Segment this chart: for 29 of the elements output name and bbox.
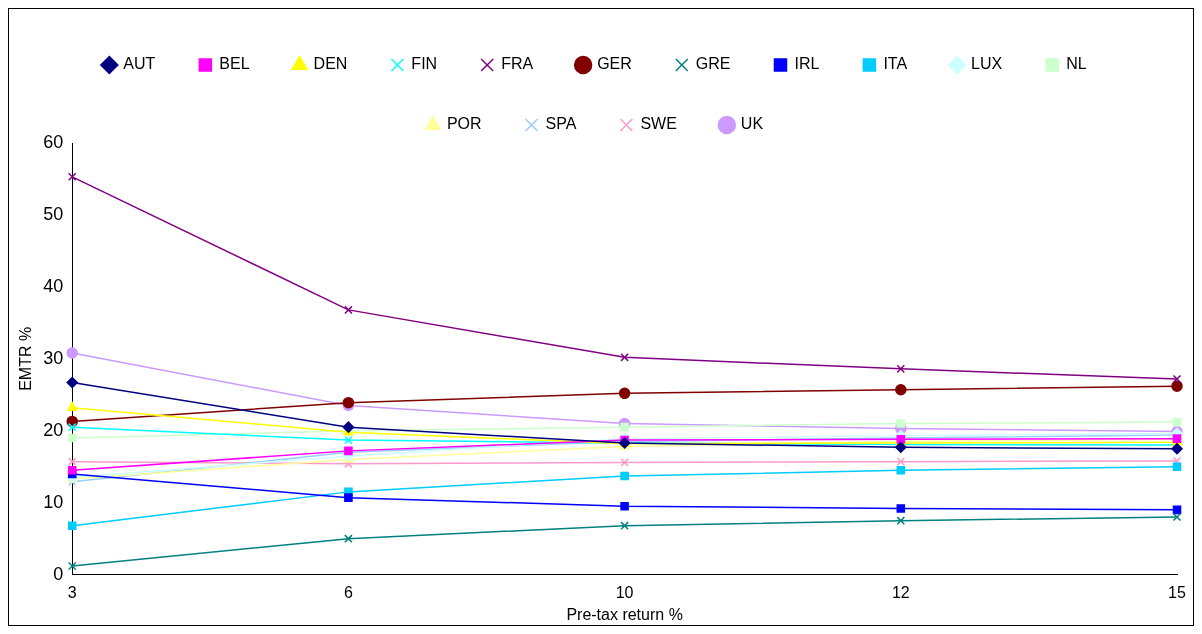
- x-axis-title: Pre-tax return %: [566, 605, 683, 623]
- x-tick-label: 15: [1168, 583, 1186, 601]
- legend-label: IRL: [794, 55, 820, 73]
- legend-label: BEL: [219, 55, 250, 73]
- legend-label: UK: [740, 115, 764, 133]
- y-tick-label: 50: [43, 203, 64, 224]
- legend-label: AUT: [123, 55, 156, 73]
- x-tick-label: 3: [67, 583, 77, 601]
- legend-label: FRA: [501, 55, 534, 73]
- legend-label: DEN: [313, 55, 348, 73]
- legend-label: ITA: [883, 55, 908, 73]
- x-tick-label: 10: [615, 583, 634, 601]
- y-tick-label: 0: [53, 563, 64, 584]
- y-tick-label: 10: [43, 491, 64, 512]
- y-tick-label: 40: [43, 275, 64, 296]
- legend-label: SPA: [545, 115, 577, 133]
- y-tick-label: 30: [43, 347, 64, 368]
- y-axis-title: EMTR %: [17, 326, 35, 391]
- legend-label: NL: [1066, 55, 1087, 73]
- legend-label: FIN: [411, 55, 438, 73]
- legend-label: LUX: [971, 55, 1003, 73]
- y-tick-label: 20: [43, 419, 64, 440]
- x-tick-label: 12: [891, 583, 910, 601]
- legend-label: POR: [446, 115, 482, 133]
- y-tick-label: 60: [43, 131, 64, 152]
- legend-label: GER: [597, 55, 632, 73]
- legend-label: GRE: [695, 55, 731, 73]
- x-tick-label: 6: [343, 583, 353, 601]
- legend-label: SWE: [640, 115, 677, 133]
